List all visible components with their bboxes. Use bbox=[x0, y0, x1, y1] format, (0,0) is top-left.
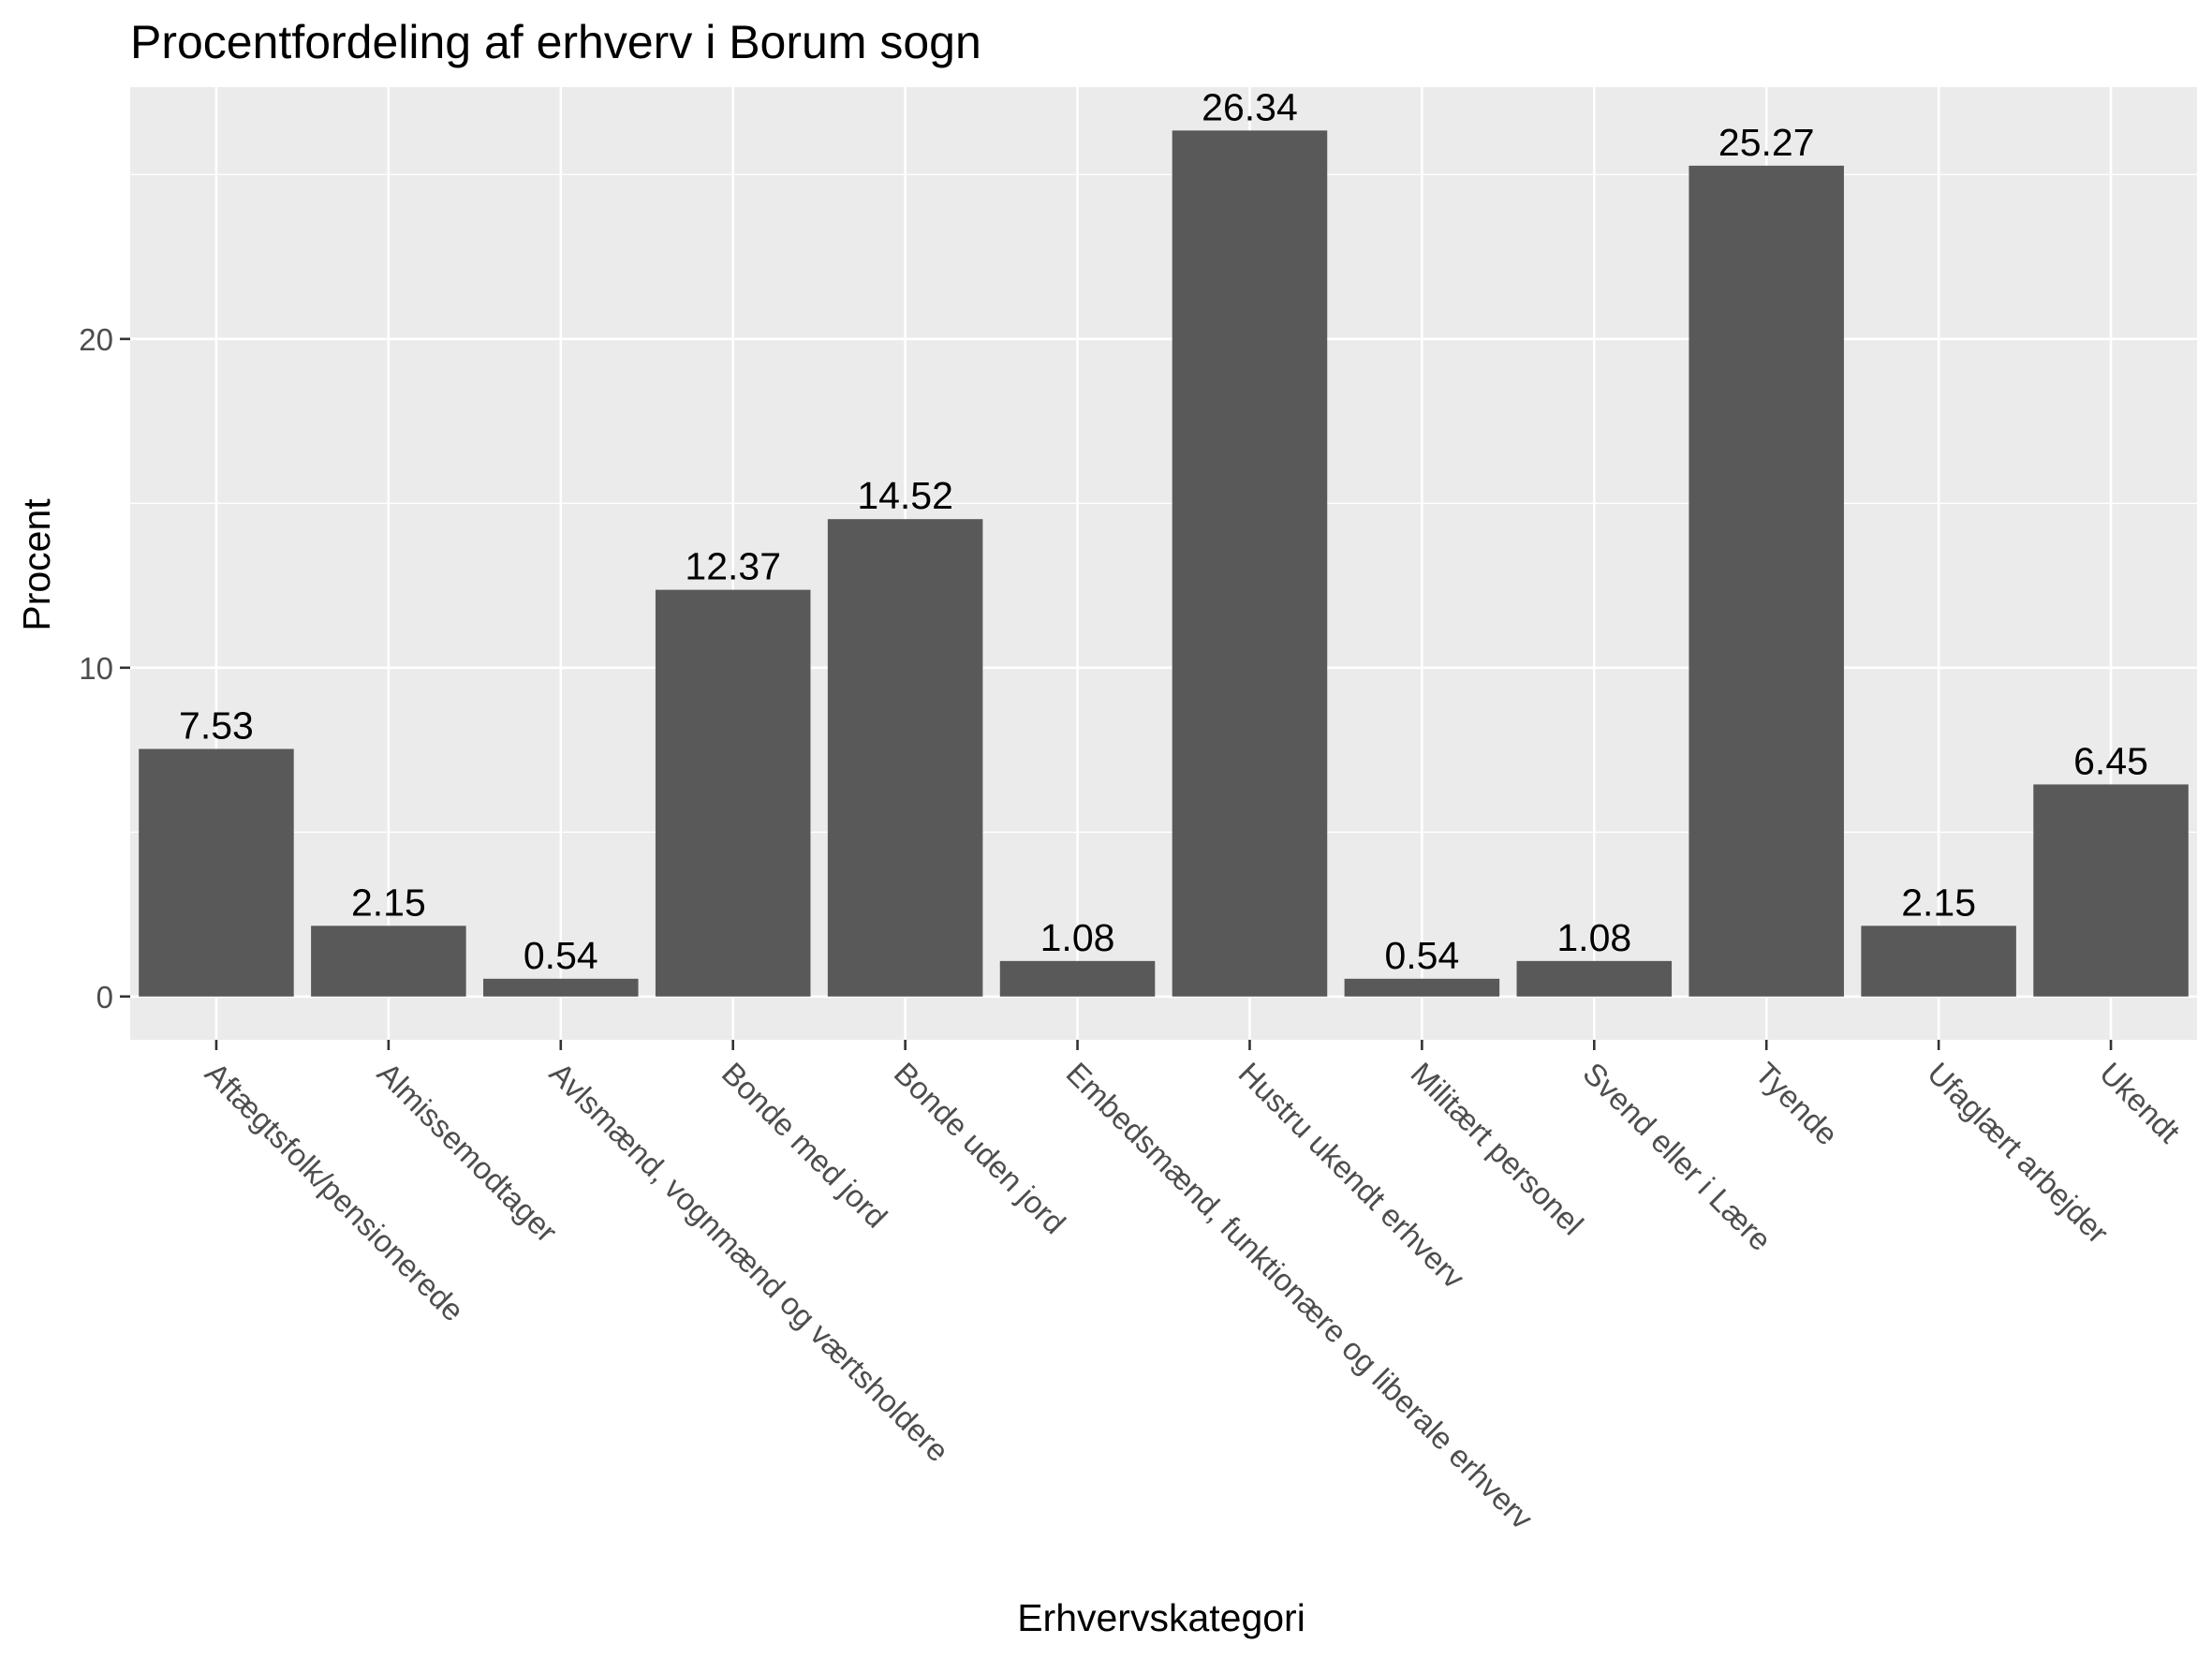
x-axis-title: Erhvervskategori bbox=[1017, 1596, 1305, 1639]
x-tick-label: Almissemodtager bbox=[371, 1056, 564, 1249]
y-tick-label: 20 bbox=[79, 322, 113, 357]
bar-11 bbox=[2033, 784, 2189, 997]
data-label: 0.54 bbox=[1384, 934, 1459, 977]
x-tick-label: Svend eller i Lære bbox=[1576, 1056, 1778, 1258]
plot-panel: 7.53 2.15 0.54 12.37 14.52 1.08 26.34 0.54 1.08 2… bbox=[79, 85, 2197, 1536]
bar-8 bbox=[1516, 960, 1673, 997]
data-label: 14.52 bbox=[857, 474, 953, 517]
y-tick-label: 10 bbox=[79, 651, 113, 686]
data-label: 7.53 bbox=[179, 704, 254, 747]
bar-4 bbox=[827, 519, 983, 997]
data-label: 25.27 bbox=[1718, 121, 1815, 164]
y-tick-label: 0 bbox=[96, 980, 113, 1015]
data-label: 2.15 bbox=[1901, 881, 1976, 924]
data-label: 0.54 bbox=[524, 934, 598, 977]
plot-background bbox=[130, 87, 2197, 1040]
data-label: 1.08 bbox=[1040, 916, 1115, 959]
bar-5 bbox=[999, 960, 1156, 997]
bar-3 bbox=[655, 589, 811, 997]
bar-0 bbox=[139, 748, 294, 997]
data-label: 1.08 bbox=[1556, 916, 1631, 959]
y-axis-title: Procent bbox=[15, 498, 58, 631]
x-tick-label: Ufaglært arbejder bbox=[1921, 1056, 2116, 1251]
bar-9 bbox=[1688, 165, 1844, 997]
bar-7 bbox=[1344, 978, 1500, 997]
x-tick-label: Bonde med jord bbox=[715, 1056, 894, 1235]
x-tick-label: Bonde uden jord bbox=[888, 1056, 1072, 1240]
data-label: 26.34 bbox=[1202, 85, 1298, 128]
x-tick-label: Avlsmænd, vognmænd og værtsholdere bbox=[543, 1056, 956, 1469]
bar-1 bbox=[311, 926, 466, 997]
chart-title: Procentfordeling af erhverv i Borum sogn bbox=[130, 16, 981, 68]
data-label: 12.37 bbox=[685, 545, 781, 588]
bar-6 bbox=[1172, 130, 1328, 997]
x-tick-label: Tyende bbox=[1748, 1056, 1845, 1152]
x-tick-label: Ukendt bbox=[2093, 1056, 2187, 1149]
bar-2 bbox=[483, 978, 639, 997]
data-label: 2.15 bbox=[351, 881, 426, 924]
data-label: 6.45 bbox=[2073, 739, 2148, 782]
bar-10 bbox=[1861, 926, 2016, 997]
x-tick-label: Militært personel bbox=[1404, 1056, 1590, 1242]
